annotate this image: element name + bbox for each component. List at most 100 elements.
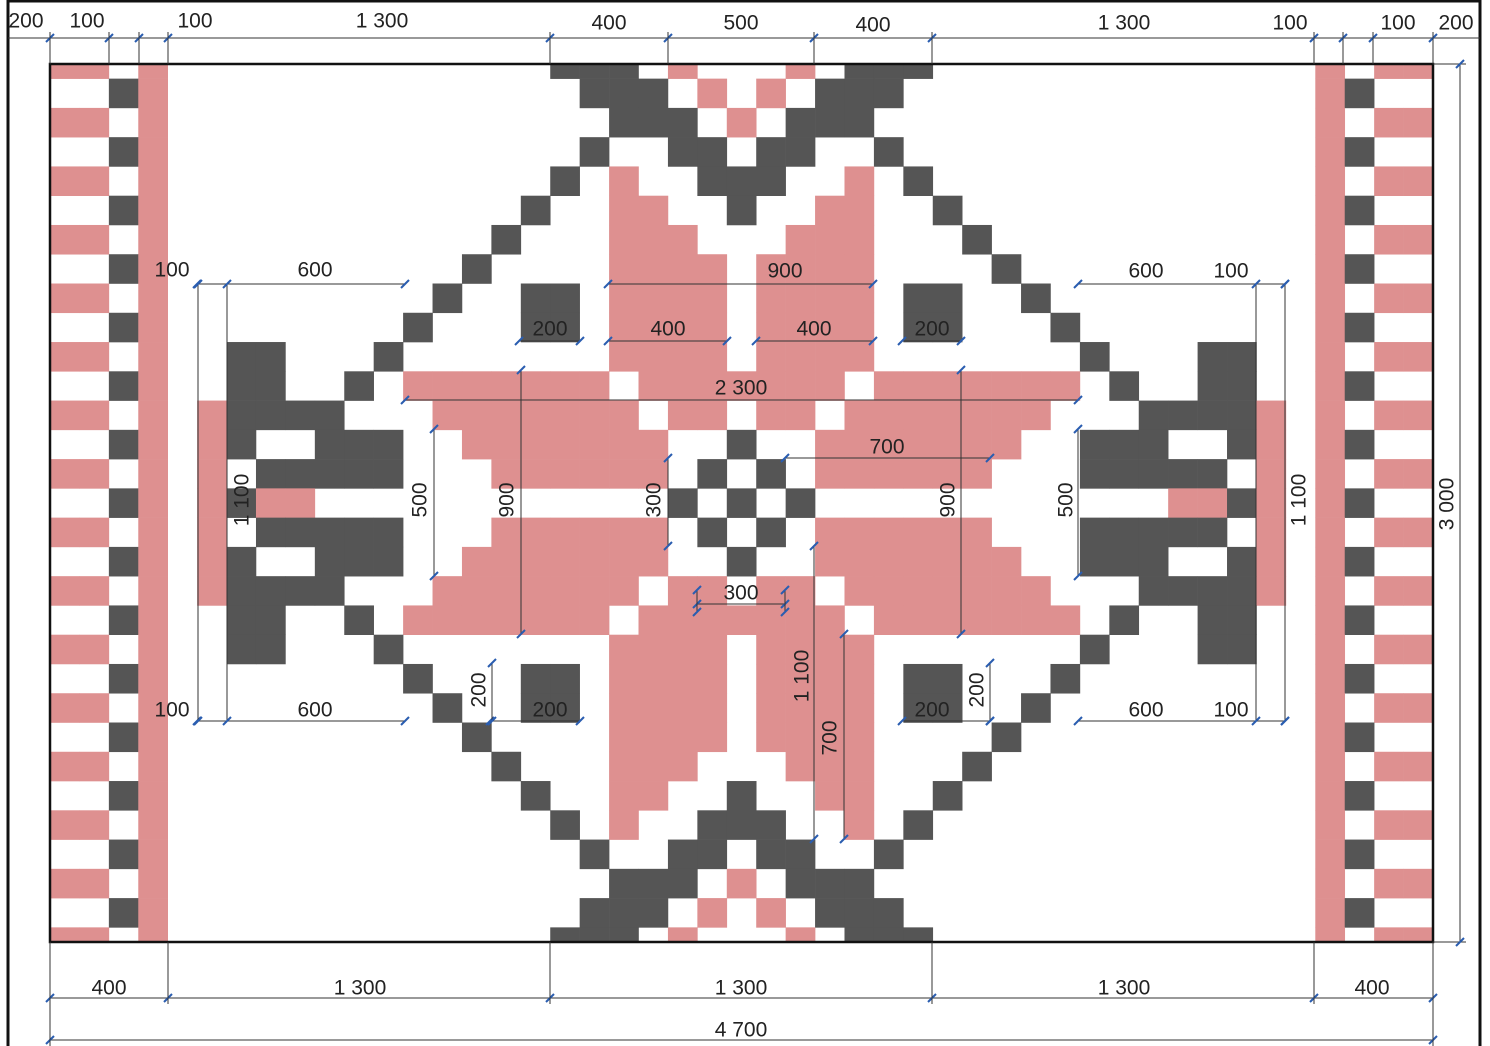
dimension-label: 400: [91, 977, 126, 1000]
pattern-cell: [962, 546, 992, 577]
pattern-cell: [1256, 459, 1287, 489]
pattern-cell: [1315, 107, 1346, 138]
pattern-cell: [461, 371, 492, 401]
pattern-cell: [609, 254, 639, 284]
pattern-cell: [667, 400, 698, 431]
pattern-cell: [785, 342, 816, 372]
pattern-cell: [491, 546, 522, 577]
pattern-cell: [108, 898, 139, 928]
pattern-cell: [785, 283, 816, 314]
pattern-cell: [815, 722, 845, 753]
pattern-cell: [697, 371, 728, 401]
dimension-tick: [780, 453, 790, 463]
pattern-cell: [1315, 927, 1346, 943]
pattern-cell: [579, 459, 610, 489]
pattern-cell: [962, 605, 992, 635]
dimension-label: 400: [591, 12, 626, 35]
pattern-cell: [638, 312, 669, 343]
pattern-cell: [785, 868, 816, 899]
dimension-label: 500: [723, 12, 758, 35]
pattern-cell: [461, 605, 492, 635]
pattern-cell: [756, 254, 786, 284]
pattern-cell: [344, 517, 374, 548]
dimension-label: 700: [819, 720, 842, 755]
pattern-cell: [79, 927, 110, 943]
pattern-cell: [138, 576, 169, 606]
pattern-cell: [726, 166, 757, 196]
pattern-cell: [138, 312, 169, 343]
pattern-cell: [844, 898, 875, 928]
pattern-cell: [756, 898, 786, 928]
pattern-cell: [1344, 78, 1375, 109]
pattern-cell: [1315, 663, 1346, 694]
pattern-cell: [756, 78, 786, 109]
pattern-cell: [844, 663, 875, 694]
pattern-cell: [962, 517, 992, 548]
pattern-cell: [785, 312, 816, 343]
pattern-cell: [873, 839, 904, 870]
pattern-cell: [697, 605, 728, 635]
pattern-cell: [697, 342, 728, 372]
pattern-cell: [491, 429, 522, 460]
pattern-cell: [638, 78, 669, 109]
pattern-cell: [138, 137, 169, 167]
pattern-cell: [638, 283, 669, 314]
pattern-cell: [1227, 371, 1257, 401]
pattern-cell: [991, 254, 1022, 284]
dimension-tick: [839, 834, 849, 844]
pattern-cell: [667, 576, 698, 606]
pattern-cell: [785, 224, 816, 255]
pattern-cell: [1109, 459, 1140, 489]
pattern-cell: [609, 459, 639, 489]
pattern-cell: [226, 400, 257, 431]
pattern-cell: [550, 605, 580, 635]
pattern-cell: [579, 605, 610, 635]
dimension-tick: [985, 453, 995, 463]
pattern-cell: [844, 342, 875, 372]
dimension-tick: [809, 541, 819, 551]
pattern-cell: [667, 663, 698, 694]
pattern-cell: [815, 781, 845, 811]
pattern-cell: [1315, 693, 1346, 723]
pattern-cell: [138, 693, 169, 723]
dimension-tick: [868, 279, 878, 289]
dimensions: 200 100 100 1 300 400 500 400 1 300 100 100 200 400…: [8, 10, 1480, 1046]
pattern-cell: [138, 254, 169, 284]
pattern-cell: [785, 839, 816, 870]
pattern-cell: [461, 576, 492, 606]
pattern-cell: [844, 400, 875, 431]
pattern-cell: [255, 488, 286, 518]
pattern-cell: [667, 312, 698, 343]
dimension-label: 100: [1380, 12, 1415, 35]
pattern-cell: [609, 722, 639, 753]
pattern-cell: [785, 605, 816, 635]
pattern-cell: [844, 781, 875, 811]
pattern-cell: [815, 224, 845, 255]
pattern-cell: [1315, 517, 1346, 548]
pattern-cell: [815, 751, 845, 782]
pattern-cell: [667, 224, 698, 255]
pattern-cell: [697, 898, 728, 928]
pattern-cell: [726, 868, 757, 899]
pattern-cell: [1315, 576, 1346, 606]
pattern-cell: [1374, 166, 1404, 196]
pattern-cell: [255, 605, 286, 635]
pattern-cell: [1344, 371, 1375, 401]
dimension-tick: [514, 336, 524, 346]
pattern-cell: [697, 634, 728, 665]
pattern-cell: [756, 839, 786, 870]
pattern-cell: [138, 107, 169, 138]
pattern-cell: [108, 429, 139, 460]
pattern-cell: [1403, 459, 1434, 489]
pattern-cell: [461, 254, 492, 284]
pattern-cell: [726, 107, 757, 138]
pattern-cell: [1374, 751, 1404, 782]
pattern-cell: [844, 254, 875, 284]
pattern-cell: [785, 634, 816, 665]
pattern-cell: [609, 195, 639, 226]
pattern-cell: [1315, 342, 1346, 372]
pattern-cell: [1315, 898, 1346, 928]
pattern-cell: [962, 224, 992, 255]
pattern-cell: [638, 868, 669, 899]
pattern-cell: [991, 429, 1022, 460]
